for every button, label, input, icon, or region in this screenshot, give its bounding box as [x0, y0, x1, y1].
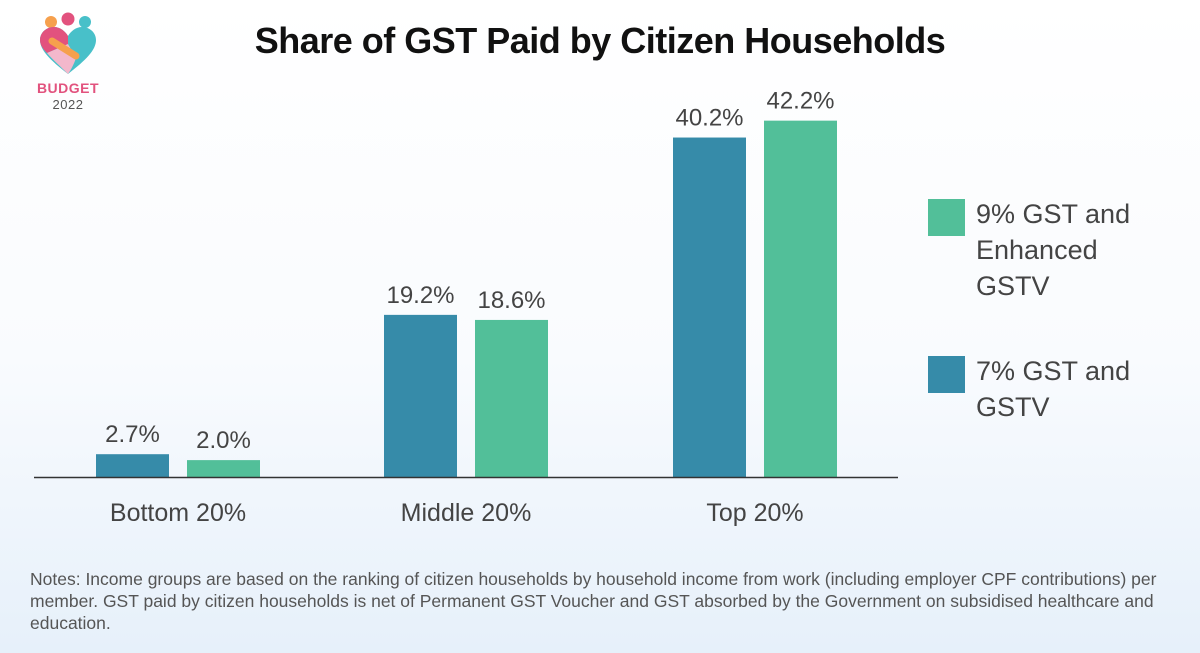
chart-notes: Notes: Income groups are based on the ra… — [30, 569, 1157, 633]
legend-label-9pct: 9% GST and Enhanced GSTV — [976, 199, 1131, 301]
bar-7pct-0 — [96, 454, 169, 477]
bar-9pct-2 — [764, 120, 837, 478]
category-label-1: Middle 20% — [401, 499, 532, 527]
legend-swatch-7pct — [928, 356, 965, 393]
budget-heart-icon — [40, 12, 96, 74]
data-label-7pct-0: 2.7% — [105, 421, 160, 448]
bar-9pct-1 — [475, 319, 548, 477]
data-label-7pct-1: 19.2% — [386, 282, 454, 309]
bar-9pct-0 — [187, 460, 260, 477]
category-label-0: Bottom 20% — [110, 499, 246, 527]
legend-item-9pct: 9% GST and Enhanced GSTV — [928, 196, 1166, 304]
logo-budget-text: BUDGET — [36, 80, 100, 96]
bar-chart: 2.7% 2.0% Bottom 20% 19.2% 18.6% Middle 20% 40… — [34, 88, 898, 527]
data-label-9pct-1: 18.6% — [477, 287, 545, 314]
bar-7pct-2 — [673, 137, 746, 478]
legend-item-7pct: 7% GST and GSTV — [928, 353, 1166, 425]
budget-logo: BUDGET 2022 — [28, 8, 108, 113]
data-label-7pct-2: 40.2% — [675, 105, 743, 132]
legend-label-7pct: 7% GST and GSTV — [976, 356, 1131, 422]
category-label-2: Top 20% — [706, 499, 803, 527]
bar-7pct-1 — [384, 314, 457, 477]
logo-year-text: 2022 — [52, 97, 84, 112]
data-label-9pct-0: 2.0% — [196, 427, 251, 454]
legend-swatch-9pct — [928, 199, 965, 236]
chart-title: Share of GST Paid by Citizen Households — [254, 20, 946, 61]
data-label-9pct-2: 42.2% — [766, 88, 834, 115]
